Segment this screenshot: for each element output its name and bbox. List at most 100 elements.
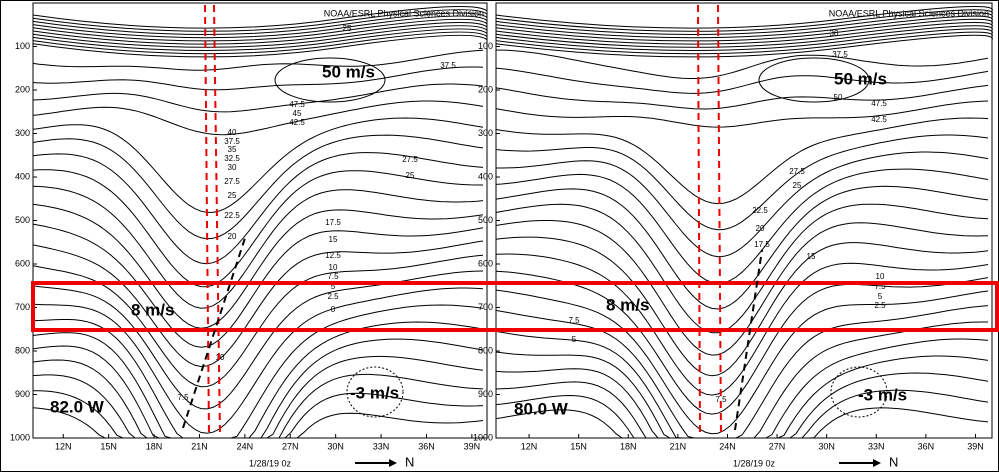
x-tick-label: 30N <box>327 441 344 451</box>
x-tick-label: 30N <box>818 441 835 451</box>
contour-line <box>274 57 386 103</box>
x-tick-label: 24N <box>237 441 254 451</box>
x-tick-label: 36N <box>918 441 935 451</box>
contour-line <box>32 185 484 309</box>
contour-line <box>32 240 484 368</box>
contour-line <box>32 66 484 91</box>
contour-line <box>32 169 483 288</box>
contour-label: 25 <box>228 191 237 200</box>
contour-line <box>346 366 404 418</box>
y-tick-label: 900 <box>15 389 30 399</box>
x-tick-label: 21N <box>670 441 687 451</box>
x-tick-label: 12N <box>521 441 538 451</box>
x-tick-label: 33N <box>373 441 390 451</box>
contour-label: 2.5 <box>327 292 339 301</box>
trough-axis <box>734 249 763 431</box>
x-arrow-label: N <box>405 454 414 469</box>
contour-label: 17.5 <box>754 240 770 249</box>
y-tick-label: 800 <box>15 345 30 355</box>
contour-label: 17.5 <box>325 218 341 227</box>
contour-line <box>495 31 993 55</box>
contour-line <box>32 22 488 45</box>
contour-label: 50 <box>834 93 843 102</box>
contour-label: 7.5 <box>177 393 189 402</box>
contour-line <box>495 236 989 377</box>
y-tick-label: 300 <box>478 128 493 138</box>
x-arrow-label: N <box>889 454 898 469</box>
contour-line <box>32 49 484 71</box>
x-label: 1/28/19 0z <box>249 458 292 468</box>
y-tick-label: 200 <box>478 84 493 94</box>
contour-line <box>495 305 989 439</box>
contour-line <box>495 134 989 231</box>
contour-line <box>495 253 989 396</box>
contour-line <box>32 83 484 113</box>
contour-line <box>495 12 993 35</box>
contour-label: 37.5 <box>440 61 456 70</box>
y-tick-label: 200 <box>15 84 30 94</box>
contour-line <box>32 25 488 48</box>
y-tick-label: 400 <box>478 171 493 181</box>
contour-label: 20 <box>228 232 237 241</box>
contour-line <box>495 84 989 110</box>
x-tick-label: 18N <box>146 441 163 451</box>
contour-line <box>32 117 484 213</box>
contour-line <box>32 100 484 136</box>
longitude-label: 82.0 W <box>50 397 105 416</box>
contour-line <box>495 117 989 205</box>
contour-line <box>32 15 488 39</box>
longitude-label: 80.0 W <box>514 399 569 418</box>
contour-line <box>32 203 484 329</box>
contour-line <box>32 9 488 32</box>
contour-line <box>495 270 989 415</box>
contour-label: 15 <box>329 235 338 244</box>
x-tick-label: 15N <box>570 441 587 451</box>
x-tick-label: 36N <box>418 441 435 451</box>
contour-line <box>495 168 989 284</box>
contour-label: 10 <box>329 263 338 272</box>
y-tick-label: 400 <box>15 171 30 181</box>
x-tick-label: 18N <box>620 441 637 451</box>
contour-label: 37.5 <box>224 137 240 146</box>
trough-axis <box>182 234 247 429</box>
contour-label: 20 <box>756 224 765 233</box>
y-tick-label: 500 <box>15 215 30 225</box>
x-arrow-head <box>873 459 881 467</box>
contour-label: 30 <box>830 29 839 38</box>
contour-line <box>32 287 484 434</box>
contour-label: 37.5 <box>832 50 848 59</box>
contour-line <box>495 203 989 334</box>
contour-label: 15 <box>807 252 816 261</box>
contour-line <box>495 67 989 94</box>
contour-label: 10 <box>216 353 225 362</box>
annotation: 50 m/s <box>322 62 375 81</box>
highlight-box <box>31 281 999 332</box>
contour-label: 7.5 <box>327 272 339 281</box>
contour-label: 12.5 <box>325 251 341 260</box>
contour-line <box>32 270 484 410</box>
contour-line <box>32 407 484 439</box>
contour-line <box>32 28 488 51</box>
contour-label: 5 <box>331 282 336 291</box>
contour-label: 0 <box>331 305 336 314</box>
contour-label: 2.5 <box>874 301 886 310</box>
annotation: 8 m/s <box>131 300 174 319</box>
contour-label: 47.5 <box>871 99 887 108</box>
contour-line <box>32 152 484 265</box>
annotation: 50 m/s <box>834 69 887 88</box>
contour-label: 42.5 <box>871 115 887 124</box>
contour-label: 22.5 <box>224 211 240 220</box>
contour-label: 7.5 <box>568 316 580 325</box>
annotation: -3 m/s <box>858 385 907 404</box>
x-tick-label: 24N <box>719 441 736 451</box>
contour-label: 25 <box>343 24 352 33</box>
y-tick-label: 100 <box>478 41 493 51</box>
contour-line <box>496 151 989 258</box>
contour-line <box>32 34 488 58</box>
y-tick-label: 700 <box>478 302 493 312</box>
contour-label: 7.5 <box>874 282 886 291</box>
contour-label: 22.5 <box>752 206 768 215</box>
contour-label: 27.5 <box>402 155 418 164</box>
